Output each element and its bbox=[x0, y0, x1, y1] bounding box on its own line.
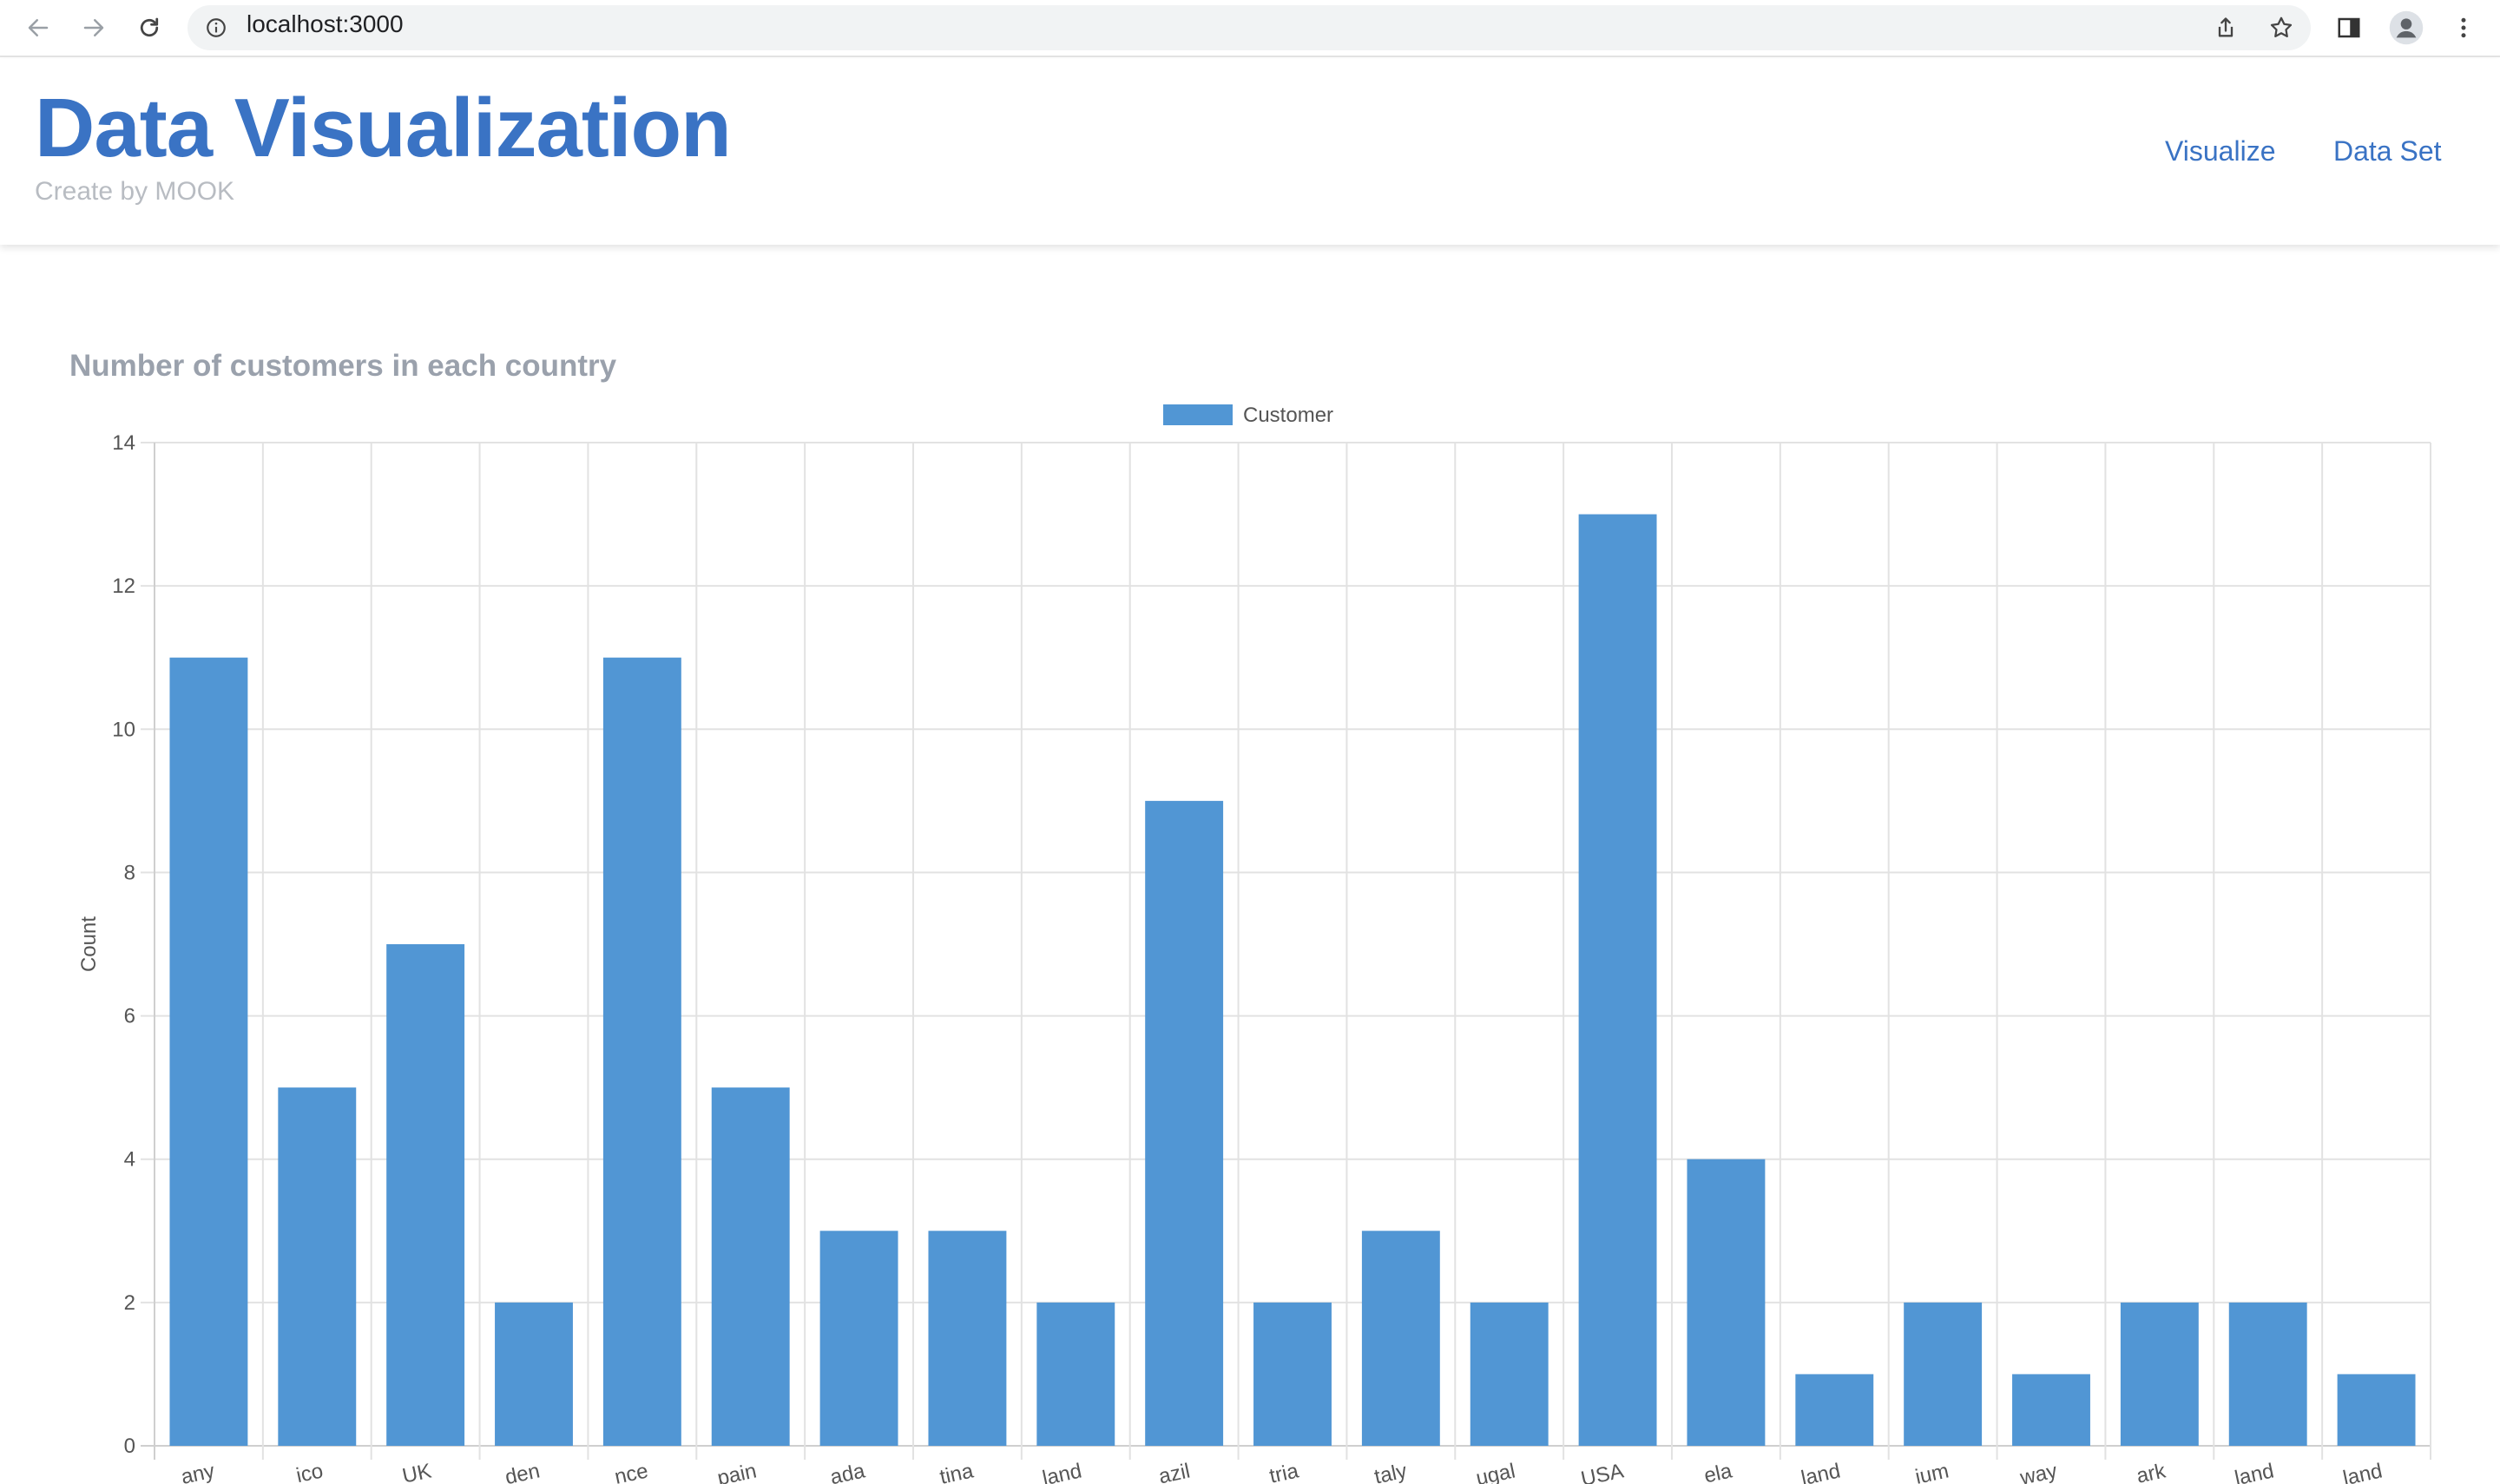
side-panel-icon bbox=[2338, 17, 2360, 38]
app-header: Data Visualization Create by MOOK Visual… bbox=[0, 59, 2500, 245]
avatar-icon bbox=[2389, 10, 2424, 45]
bar bbox=[1470, 1302, 1549, 1446]
bar bbox=[386, 944, 465, 1446]
profile-button[interactable] bbox=[2387, 9, 2425, 47]
bar bbox=[1361, 1231, 1440, 1446]
chart-title: Number of customers in each country bbox=[69, 349, 617, 383]
bar bbox=[278, 1087, 357, 1446]
bar bbox=[1904, 1302, 1983, 1446]
x-tick-label: land bbox=[2341, 1459, 2385, 1484]
bar bbox=[1253, 1302, 1332, 1446]
y-tick-label: 12 bbox=[112, 575, 135, 598]
app-title: Data Visualization bbox=[35, 82, 732, 174]
x-tick-label: tina bbox=[938, 1459, 976, 1484]
y-tick-label: 6 bbox=[124, 1005, 135, 1028]
y-tick-label: 2 bbox=[124, 1291, 135, 1315]
bar bbox=[495, 1302, 573, 1446]
x-tick-label: tria bbox=[1267, 1459, 1301, 1484]
side-panel-button[interactable] bbox=[2330, 9, 2368, 47]
x-tick-label: UK bbox=[400, 1459, 433, 1484]
y-tick-label: 14 bbox=[112, 431, 135, 455]
menu-button[interactable] bbox=[2444, 9, 2483, 47]
bar bbox=[711, 1087, 790, 1446]
x-tick-label: nce bbox=[613, 1459, 650, 1484]
arrow-left-icon bbox=[28, 19, 49, 36]
bar bbox=[2120, 1302, 2199, 1446]
star-icon bbox=[2270, 16, 2293, 37]
y-axis-label: Count bbox=[77, 916, 101, 972]
bar bbox=[1687, 1159, 1766, 1446]
share-icon bbox=[2218, 17, 2234, 37]
bar bbox=[2012, 1374, 2090, 1446]
x-tick-label: land bbox=[1041, 1459, 1084, 1484]
url-text[interactable]: localhost:3000 bbox=[247, 10, 404, 37]
x-tick-label: pain bbox=[715, 1459, 759, 1484]
x-tick-label: land bbox=[1799, 1459, 1843, 1484]
bar bbox=[1145, 800, 1224, 1446]
x-tick-label: azil bbox=[1157, 1459, 1193, 1484]
bar bbox=[1795, 1374, 1874, 1446]
nav-data-set-link[interactable]: Data Set bbox=[2333, 135, 2442, 167]
x-tick-label: way bbox=[2017, 1459, 2059, 1484]
legend-label: Customer bbox=[1243, 404, 1333, 427]
address-bar[interactable] bbox=[188, 5, 2311, 50]
kebab-menu-icon bbox=[2461, 17, 2466, 38]
x-tick-label: ium bbox=[1913, 1459, 1951, 1484]
bookmark-button[interactable] bbox=[2262, 9, 2300, 47]
x-tick-label: ela bbox=[1702, 1459, 1735, 1484]
share-button[interactable] bbox=[2207, 9, 2245, 47]
bar bbox=[2228, 1302, 2307, 1446]
arrow-right-icon bbox=[83, 19, 104, 36]
bar bbox=[169, 657, 248, 1446]
bar bbox=[1036, 1302, 1115, 1446]
y-tick-label: 0 bbox=[124, 1435, 135, 1458]
x-tick-label: any bbox=[179, 1459, 216, 1484]
x-tick-label: den bbox=[503, 1459, 542, 1484]
x-tick-label: ark bbox=[2135, 1459, 2168, 1484]
bar bbox=[2337, 1374, 2416, 1446]
y-tick-label: 8 bbox=[124, 861, 135, 884]
y-tick-label: 4 bbox=[124, 1148, 135, 1172]
reload-icon bbox=[140, 17, 159, 37]
x-tick-label: USA bbox=[1579, 1459, 1626, 1484]
bar bbox=[928, 1231, 1007, 1446]
x-tick-label: land bbox=[2233, 1459, 2276, 1484]
nav-visualize-link[interactable]: Visualize bbox=[2165, 135, 2276, 167]
back-button[interactable] bbox=[19, 9, 57, 47]
bar bbox=[819, 1231, 898, 1446]
x-tick-label: taly bbox=[1372, 1459, 1409, 1484]
reload-button[interactable] bbox=[130, 9, 168, 47]
bar bbox=[1578, 514, 1657, 1446]
info-icon bbox=[207, 18, 226, 37]
x-tick-label: ugal bbox=[1474, 1459, 1517, 1484]
y-tick-label: 10 bbox=[112, 718, 135, 741]
x-tick-label: ada bbox=[828, 1459, 867, 1484]
bar bbox=[602, 657, 681, 1446]
app-subtitle: Create by MOOK bbox=[35, 177, 235, 206]
forward-button[interactable] bbox=[75, 9, 113, 47]
x-tick-label: ico bbox=[294, 1459, 326, 1484]
legend-swatch bbox=[1163, 404, 1233, 425]
browser-toolbar: localhost:3000 bbox=[0, 0, 2500, 57]
